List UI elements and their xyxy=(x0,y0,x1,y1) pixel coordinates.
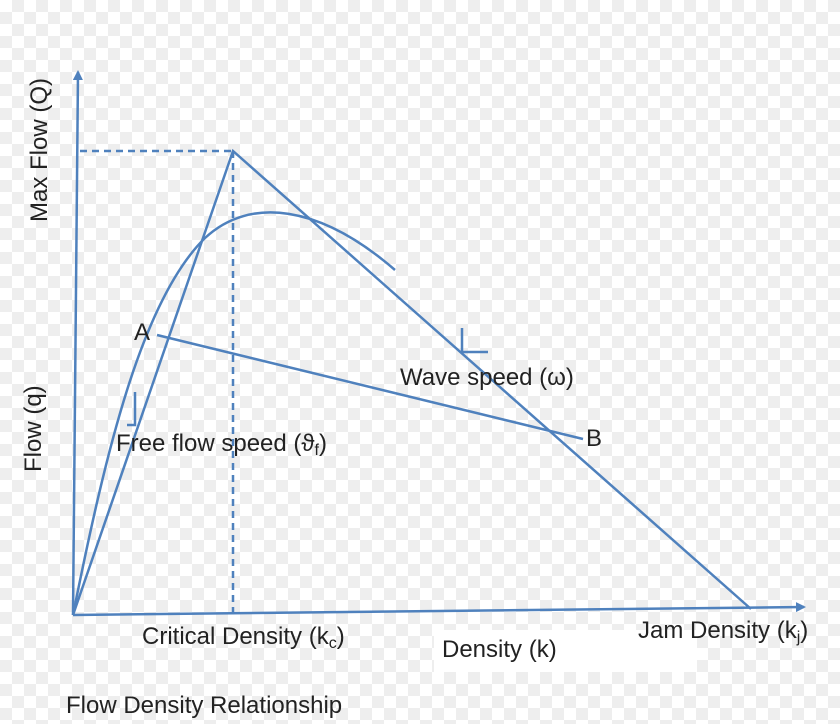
x-axis xyxy=(72,602,806,617)
critical-density-subscript: c xyxy=(328,635,337,652)
y-axis xyxy=(71,70,83,616)
free-flow-slope-marker xyxy=(127,392,137,427)
jam-density-close: ) xyxy=(800,617,809,644)
wave-line-a-b xyxy=(156,333,584,441)
critical-density-close: ) xyxy=(336,623,345,650)
critical-density-label: Critical Density (kc) xyxy=(142,623,345,652)
flow-axis-label: Flow (q) xyxy=(20,385,47,472)
free-flow-speed-label: Free flow speed (ϑf) xyxy=(116,430,327,459)
wave-speed-slope-marker xyxy=(460,328,488,354)
point-a-label: A xyxy=(134,319,151,346)
diagram-caption: Flow Density Relationship xyxy=(66,692,343,719)
triangular-fundamental-diagram xyxy=(71,148,752,616)
jam-density-subscript: j xyxy=(796,629,801,646)
jam-density-text: Jam Density (k xyxy=(638,617,797,644)
density-axis-label: Density (k) xyxy=(434,630,697,672)
jam-density-label: Jam Density (kj) xyxy=(638,617,809,646)
free-flow-speed-close: ) xyxy=(319,430,327,457)
critical-density-text: Critical Density (k xyxy=(142,623,329,650)
wave-speed-label: Wave speed (ω) xyxy=(400,364,574,391)
free-flow-speed-text: Free flow speed (ϑ xyxy=(116,430,315,457)
point-b-label: B xyxy=(586,425,603,452)
flow-density-curve xyxy=(71,211,396,616)
free-flow-speed-subscript: f xyxy=(314,442,319,459)
max-flow-axis-label: Max Flow (Q) xyxy=(26,78,53,222)
